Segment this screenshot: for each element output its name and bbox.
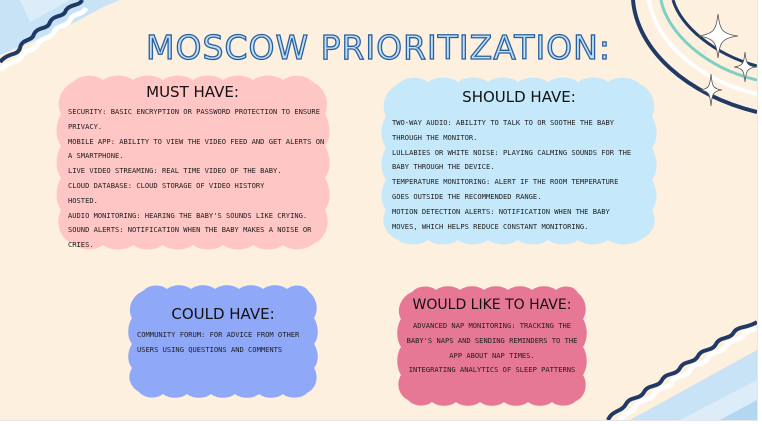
list-item: SOUND ALERTS: NOTIFICATION WHEN THE BABY… (68, 225, 312, 235)
could-have-card: COULD HAVE: COMMUNITY FORUM: FOR ADVICE … (127, 284, 319, 399)
should-have-card-background (381, 77, 657, 245)
list-item: AUDIO MONITORING: HEARING THE BABY'S SOU… (68, 210, 308, 220)
list-item: APP ABOUT NAP TIMES. (449, 350, 535, 360)
list-item: ADVANCED NAP MONITORING: TRACKING THE (412, 321, 572, 330)
list-item: INTEGRATING ANALYTICS OF SLEEP PATTERNS (408, 365, 576, 375)
list-item: CLOUD DATABASE: CLOUD STORAGE OF VIDEO H… (68, 180, 265, 190)
list-item: TWO-WAY AUDIO: ABILITY TO TALK TO OR SOO… (392, 118, 615, 127)
list-item: BABY THROUGH THE DEVICE. (392, 162, 495, 172)
would-like-list: ADVANCED NAP MONITORING: TRACKING THE BA… (396, 313, 588, 378)
must-have-card-background (56, 75, 330, 250)
must-have-list: SECURITY: BASIC ENCRYPTION OR PASSWORD P… (55, 101, 330, 253)
could-have-list: COMMUNITY FORUM: FOR ADVICE FROM OTHER U… (127, 323, 319, 358)
should-have-card: SHOULD HAVE: TWO-WAY AUDIO: ABILITY TO T… (380, 76, 658, 246)
list-item: GOES OUTSIDE THE RECOMMENDED RANGE. (392, 191, 542, 201)
list-item: MOBILE APP: ABILITY TO VIEW THE VIDEO FE… (68, 136, 325, 146)
list-item: COMMUNITY FORUM: FOR ADVICE FROM OTHER (137, 330, 300, 339)
could-have-heading: COULD HAVE: (171, 305, 275, 323)
would-like-card: WOULD LIKE TO HAVE: ADVANCED NAP MONITOR… (396, 285, 588, 407)
list-item: HOSTED. (68, 195, 98, 205)
should-have-heading: SHOULD HAVE: (462, 88, 576, 106)
page-title: MOSCOW PRIORITIZATION: (145, 27, 611, 68)
sparkle-icon (700, 74, 722, 106)
bottom-right-wave-decoration (606, 320, 757, 420)
list-item: MOTION DETECTION ALERTS: NOTIFICATION WH… (392, 206, 610, 216)
list-item: MOVES, WHICH HELPS REDUCE CONSTANT MONIT… (392, 221, 589, 231)
list-item: CRIES. (68, 240, 94, 250)
must-have-card: MUST HAVE: SECURITY: BASIC ENCRYPTION OR… (55, 74, 330, 251)
would-like-heading: WOULD LIKE TO HAVE: (412, 297, 572, 313)
list-item: PRIVACY. (68, 121, 103, 131)
list-item: A SMARTPHONE. (68, 151, 124, 161)
sparkle-icon (698, 14, 738, 58)
would-like-card-background (397, 286, 587, 406)
list-item: LIVE VIDEO STREAMING: REAL TIME VIDEO OF… (68, 166, 282, 176)
list-item: BABY'S NAPS AND SENDING REMINDERS TO THE (406, 335, 578, 345)
list-item: THROUGH THE MONITOR. (392, 132, 478, 142)
sparkle-icon (734, 52, 756, 82)
list-item: LULLABIES OR WHITE NOISE: PLAYING CALMIN… (392, 147, 632, 157)
list-item: TEMPERATURE MONITORING: ALERT IF THE ROO… (392, 177, 619, 187)
must-have-heading: MUST HAVE: (146, 83, 239, 101)
should-have-list: TWO-WAY AUDIO: ABILITY TO TALK TO OR SOO… (380, 106, 658, 234)
could-have-card-background (128, 285, 318, 398)
list-item: SECURITY: BASIC ENCRYPTION OR PASSWORD P… (68, 107, 320, 116)
top-left-wave-decoration (0, 0, 120, 72)
list-item: USERS USING QUESTIONS AND COMMENTS (137, 344, 283, 354)
